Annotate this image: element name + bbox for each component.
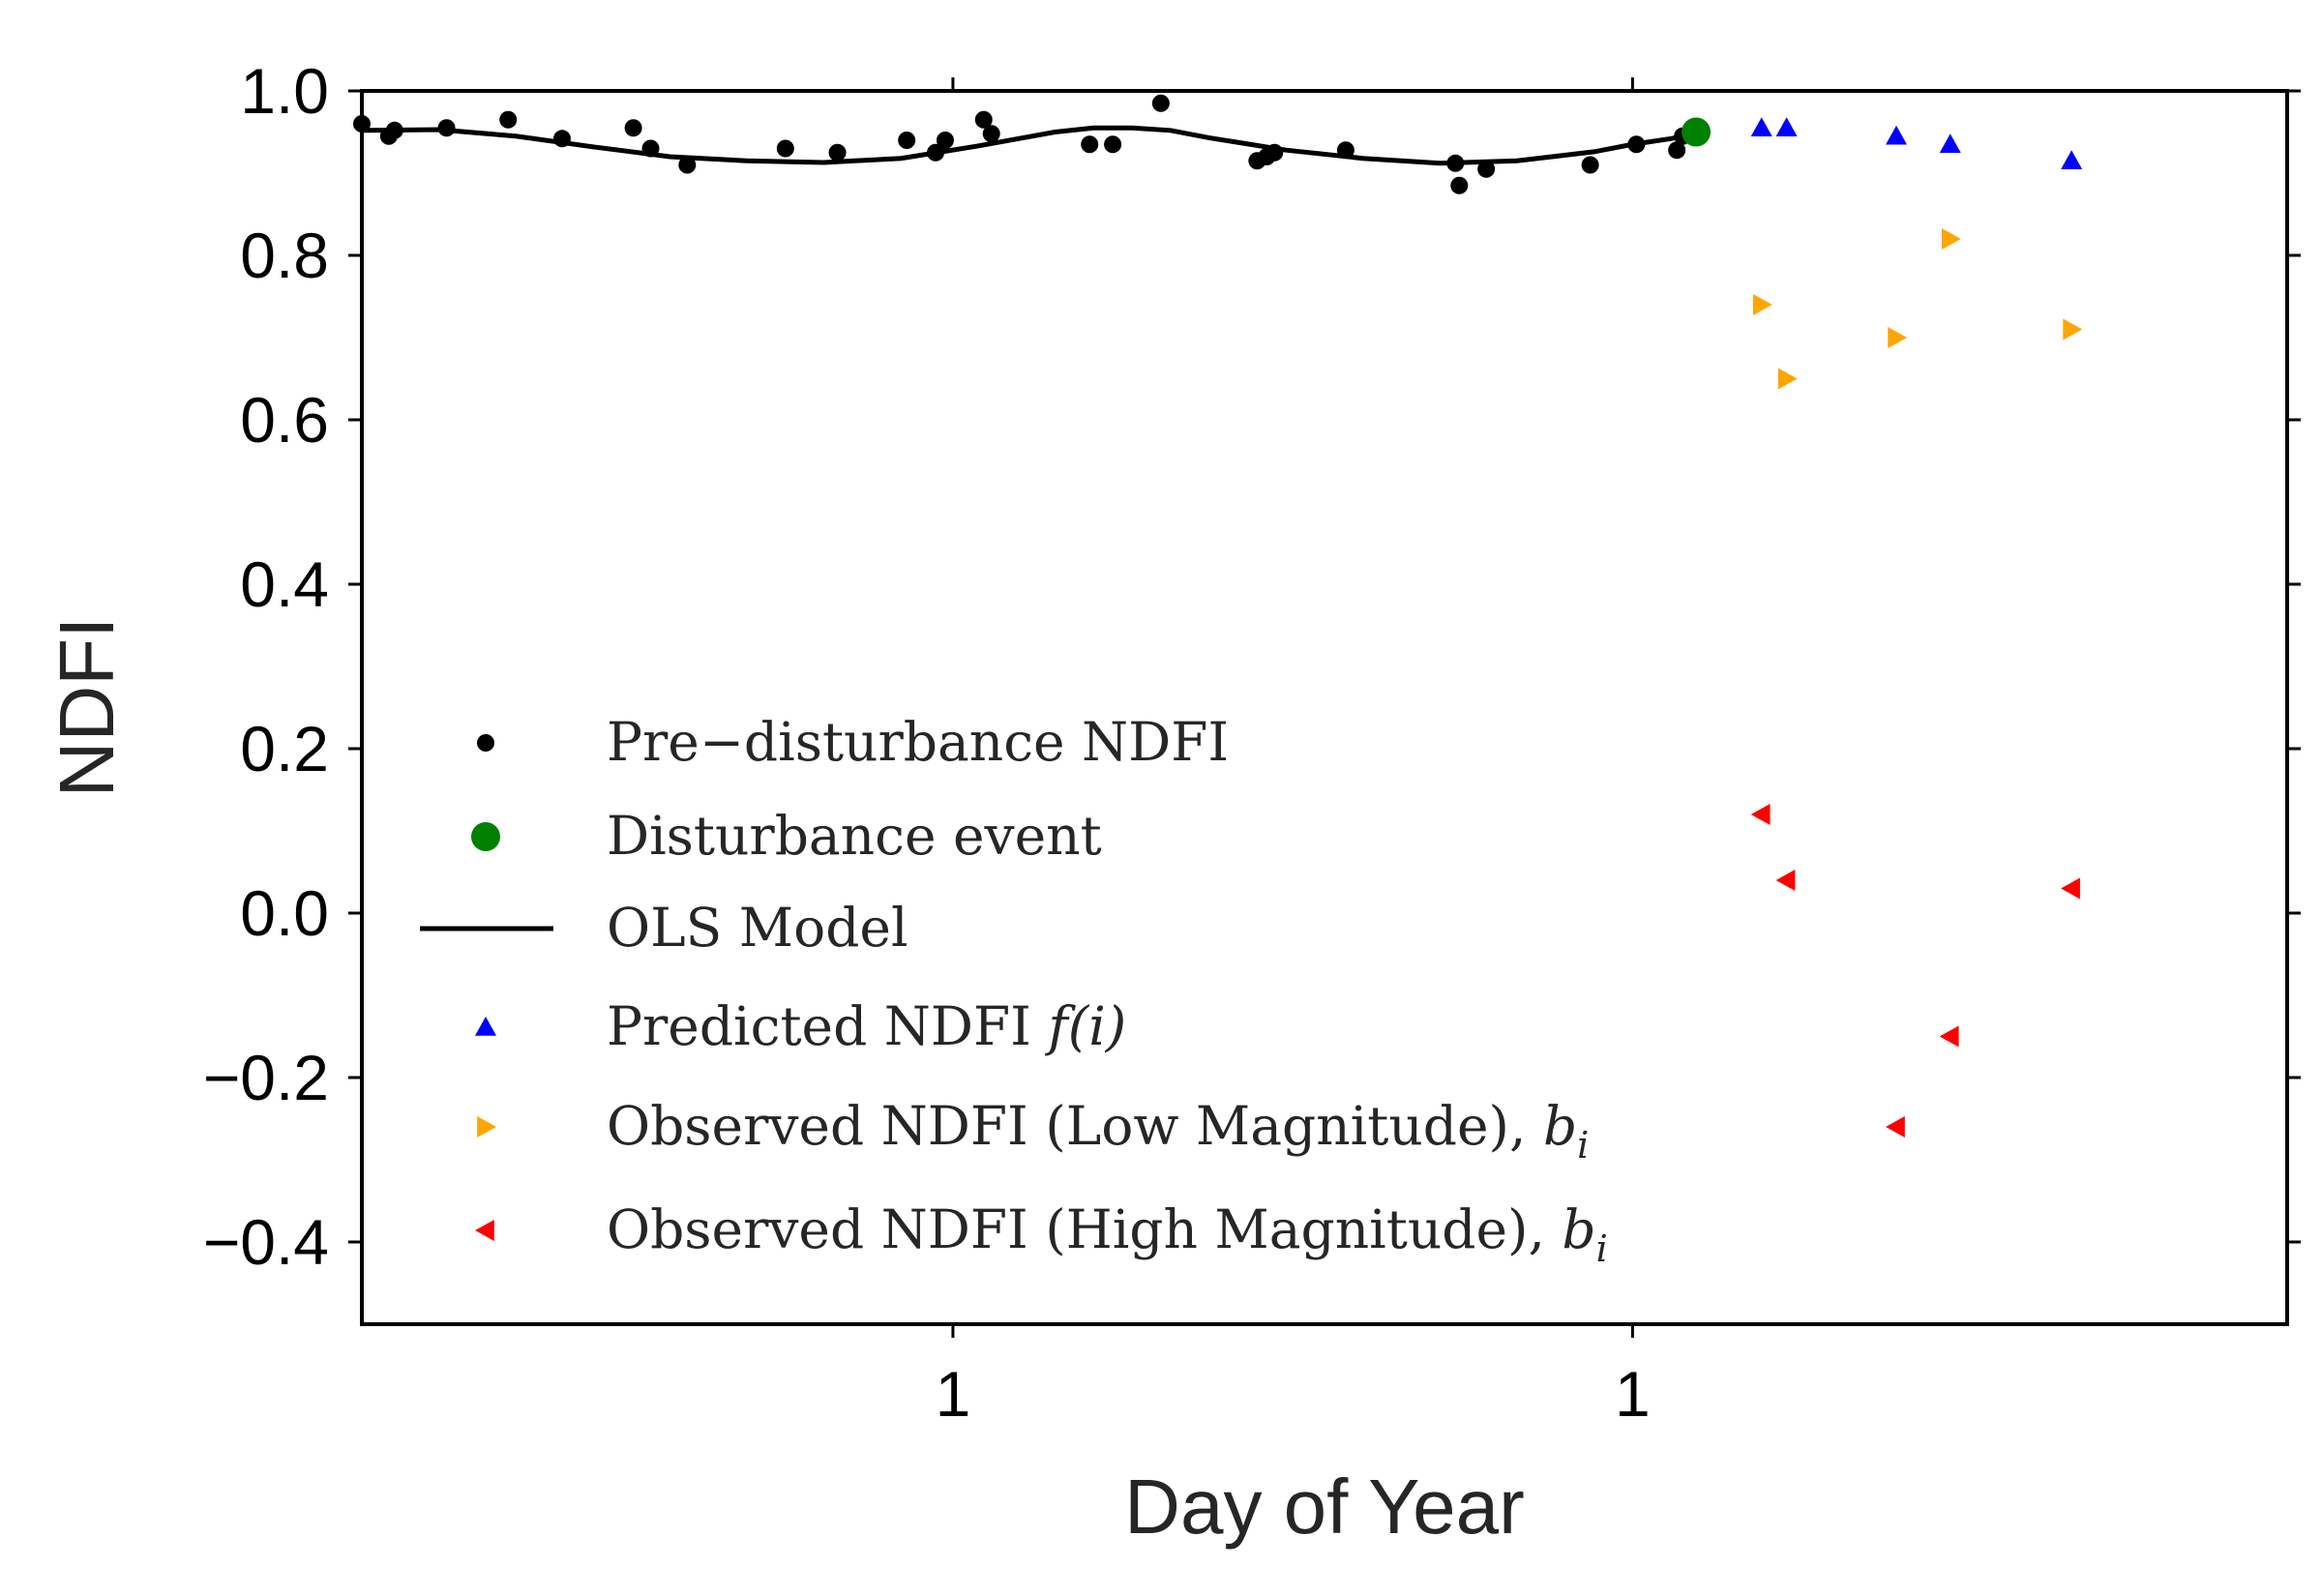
y-tick-label: 0.6	[240, 384, 329, 456]
pre-disturbance-point	[1450, 176, 1469, 194]
legend-label: Observed NDFI (High Magnitude), bi	[607, 1198, 1608, 1270]
disturbance-event-point	[1682, 117, 1712, 147]
legend-marker-triangle-left	[475, 1220, 494, 1241]
predicted-ndfi-marker	[1775, 117, 1798, 137]
legend-label: Predicted NDFI f(i)	[607, 995, 1126, 1057]
legend-marker-pre-disturbance	[477, 734, 494, 752]
y-tick-label: 0.2	[240, 713, 329, 784]
legend-marker-triangle-up	[475, 1017, 496, 1036]
pre-disturbance-point	[624, 119, 642, 137]
x-tick-label: 1	[936, 1358, 971, 1430]
pre-disturbance-point	[1627, 135, 1646, 154]
observed-high-magnitude-marker	[2061, 877, 2080, 900]
pre-disturbance-point	[385, 121, 403, 139]
pre-disturbance-point	[499, 110, 518, 129]
predicted-ndfi-marker	[1886, 125, 1908, 145]
pre-disturbance-point	[1336, 141, 1354, 160]
x-tick-label: 1	[1615, 1358, 1651, 1430]
pre-disturbance-point	[1668, 141, 1686, 160]
ols-model-line	[361, 125, 1697, 166]
y-tick-label: 0.0	[240, 877, 329, 949]
pre-disturbance-point	[1265, 143, 1284, 162]
y-tick-label: −0.4	[203, 1206, 329, 1278]
pre-disturbance-point	[1081, 135, 1099, 154]
observed-high-magnitude-marker	[1939, 1025, 1959, 1048]
pre-disturbance-point	[353, 115, 371, 133]
legend-label: OLS Model	[607, 897, 908, 959]
pre-disturbance-point	[1104, 135, 1122, 154]
y-tick-label: 1.0	[240, 55, 329, 127]
pre-disturbance-point	[1581, 156, 1599, 174]
plot-area-frame	[360, 89, 2289, 1326]
predicted-ndfi-marker	[1750, 117, 1772, 137]
pre-disturbance-point	[898, 132, 916, 149]
observed-low-magnitude-marker	[1888, 327, 1908, 348]
y-tick-label: 0.8	[240, 220, 329, 291]
pre-disturbance-point	[1446, 154, 1465, 172]
observed-high-magnitude-marker	[1750, 804, 1771, 825]
pre-disturbance-point	[982, 125, 1000, 143]
y-axis-ticks: 1.0 0.8 0.6 0.4 0.2 0.0 −0.2 −0.4	[203, 55, 2301, 1278]
pre-disturbance-point	[437, 119, 456, 137]
legend-label: Disturbance event	[607, 805, 1102, 867]
observed-low-magnitude-marker	[1941, 228, 1961, 250]
legend-label: Observed NDFI (Low Magnitude), bi	[607, 1095, 1589, 1167]
pre-disturbance-point	[1477, 160, 1496, 178]
legend-marker-triangle-right	[477, 1116, 496, 1138]
observed-high-magnitude-marker	[1886, 1116, 1905, 1138]
observed-low-magnitude-marker	[1752, 294, 1772, 315]
y-axis-title: NDFI	[44, 617, 130, 798]
legend-marker-disturbance	[471, 822, 500, 851]
y-tick-label: −0.2	[203, 1042, 329, 1113]
pre-disturbance-point	[678, 156, 697, 174]
predicted-ndfi-marker	[1939, 133, 1961, 154]
observed-low-magnitude-marker	[2063, 318, 2083, 340]
pre-disturbance-point	[641, 139, 660, 158]
pre-disturbance-point	[776, 139, 794, 158]
pre-disturbance-point	[927, 143, 945, 162]
y-tick-label: 0.4	[240, 548, 329, 620]
legend-label: Pre−disturbance NDFI	[607, 711, 1229, 773]
observed-low-magnitude-marker	[1777, 368, 1798, 390]
observed-high-magnitude-marker	[1775, 870, 1796, 891]
pre-disturbance-point	[1151, 94, 1170, 112]
data-marks	[353, 94, 2083, 1138]
predicted-ndfi-marker	[2061, 150, 2083, 170]
pre-disturbance-point	[936, 132, 954, 149]
pre-disturbance-point	[552, 130, 571, 148]
pre-disturbance-point	[828, 143, 847, 162]
x-axis-title: Day of Year	[1124, 1463, 1525, 1550]
pre-disturbance-point	[974, 110, 993, 129]
legend: Pre−disturbance NDFI Disturbance event OLS…	[420, 711, 1608, 1270]
